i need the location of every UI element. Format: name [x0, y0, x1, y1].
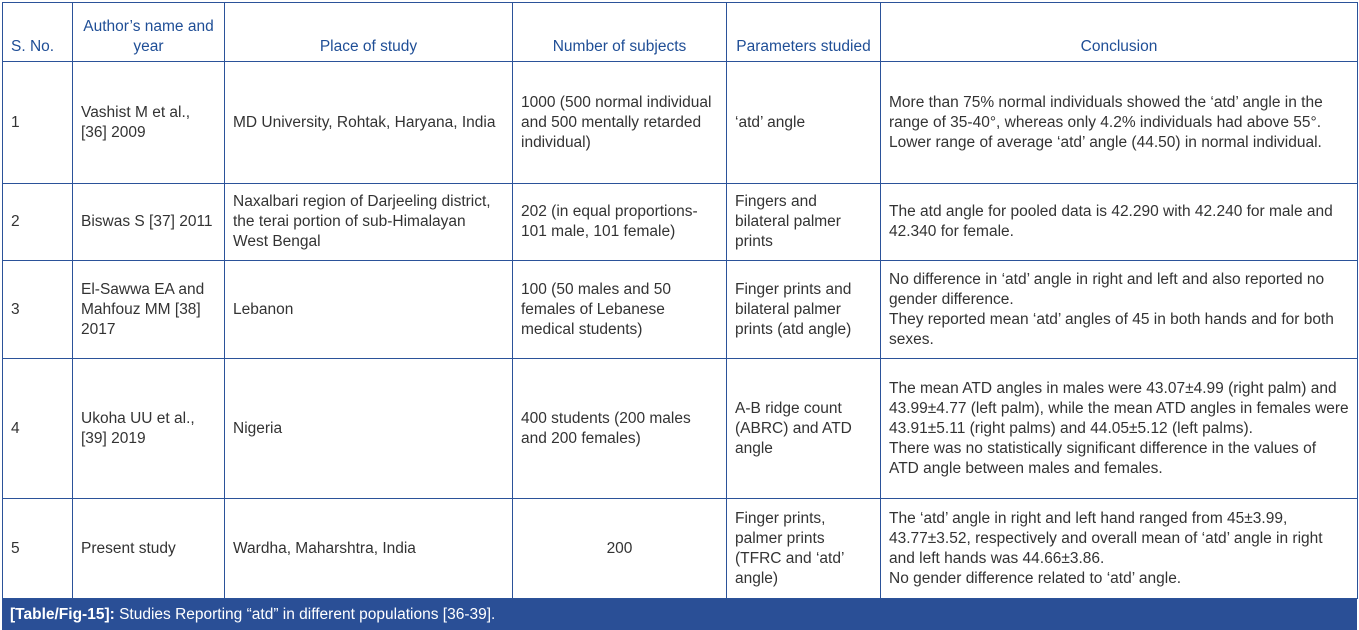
conclusion-paragraph: Lower range of average ‘atd’ angle (44.5… [889, 133, 1322, 151]
cell-sno: 1 [2, 61, 73, 184]
cell-conclusion: The mean ATD angles in males were 43.07±… [880, 358, 1358, 499]
cell-subjects: 1000 (500 normal individual and 500 ment… [512, 61, 727, 184]
header-subjects: Number of subjects [512, 2, 727, 62]
header-author: Author’s name and year [72, 2, 225, 62]
cell-sno: 4 [2, 358, 73, 499]
caption-label: [Table/Fig-15]: [10, 606, 115, 623]
table-row: 5 Present study Wardha, Maharshtra, India 2… [2, 498, 1358, 599]
cell-author: Present study [72, 498, 225, 599]
cell-conclusion: No difference in ‘atd’ angle in right an… [880, 260, 1358, 359]
cell-subjects: 200 [512, 498, 727, 599]
table-row: 4 Ukoha UU et al., [39] 2019 Nigeria 400 st… [2, 358, 1358, 499]
header-row: S. No. Author’s name and year Place of s… [2, 2, 1358, 62]
cell-parameters: A-B ridge count (ABRC) and ATD angle [726, 358, 881, 499]
conclusion-paragraph: The atd angle for pooled data is 42.290 … [889, 203, 1333, 240]
cell-author: El-Sawwa EA and Mahfouz MM [38] 2017 [72, 260, 225, 359]
header-conclusion: Conclusion [880, 2, 1358, 62]
header-parameters: Parameters studied [726, 2, 881, 62]
conclusion-paragraph: They reported mean ‘atd’ angles of 45 in… [889, 310, 1334, 348]
cell-parameters: Fingers and bilateral palmer prints [726, 183, 881, 261]
cell-author: Biswas S [37] 2011 [72, 183, 225, 261]
cell-sno: 5 [2, 498, 73, 599]
table-caption: [Table/Fig-15]: Studies Reporting “atd” … [2, 599, 1357, 630]
cell-conclusion: More than 75% normal individuals showed … [880, 61, 1358, 184]
cell-subjects: 100 (50 males and 50 females of Lebanese… [512, 260, 727, 359]
cell-conclusion: The atd angle for pooled data is 42.290 … [880, 183, 1358, 261]
cell-place: Wardha, Maharshtra, India [224, 498, 513, 599]
conclusion-paragraph: The mean ATD angles in males were 43.07±… [889, 379, 1349, 437]
cell-place: Lebanon [224, 260, 513, 359]
cell-author: Ukoha UU et al., [39] 2019 [72, 358, 225, 499]
caption-text: Studies Reporting “atd” in different pop… [114, 606, 496, 623]
conclusion-paragraph: The ‘atd’ angle in right and left hand r… [889, 509, 1323, 567]
header-sno: S. No. [2, 2, 73, 62]
table-row: 1 Vashist M et al., [36] 2009 MD Universit… [2, 61, 1358, 184]
header-place: Place of study [224, 2, 513, 62]
cell-subjects: 400 students (200 males and 200 females) [512, 358, 727, 499]
conclusion-paragraph: There was no statistically significant d… [889, 439, 1317, 477]
table-row: 2 Biswas S [37] 2011 Naxalbari region of D… [2, 183, 1358, 261]
cell-conclusion: The ‘atd’ angle in right and left hand r… [880, 498, 1358, 599]
cell-subjects: 202 (in equal proportions-101 male, 101 … [512, 183, 727, 261]
cell-place: Naxalbari region of Darjeeling district,… [224, 183, 513, 261]
cell-parameters: Finger prints and bilateral palmer print… [726, 260, 881, 359]
cell-sno: 3 [2, 260, 73, 359]
table-row: 3 El-Sawwa EA and Mahfouz MM [38] 2017 Leb… [2, 260, 1358, 359]
conclusion-paragraph: No gender difference related to ‘atd’ an… [889, 569, 1182, 587]
studies-table: S. No. Author’s name and year Place of s… [2, 2, 1358, 599]
cell-parameters: Finger prints, palmer prints (TFRC and ‘… [726, 498, 881, 599]
cell-place: Nigeria [224, 358, 513, 499]
cell-author: Vashist M et al., [36] 2009 [72, 61, 225, 184]
cell-place: MD University, Rohtak, Haryana, India [224, 61, 513, 184]
cell-sno: 2 [2, 183, 73, 261]
conclusion-paragraph: No difference in ‘atd’ angle in right an… [889, 270, 1325, 308]
cell-parameters: ‘atd’ angle [726, 61, 881, 184]
conclusion-paragraph: More than 75% normal individuals showed … [889, 93, 1323, 131]
